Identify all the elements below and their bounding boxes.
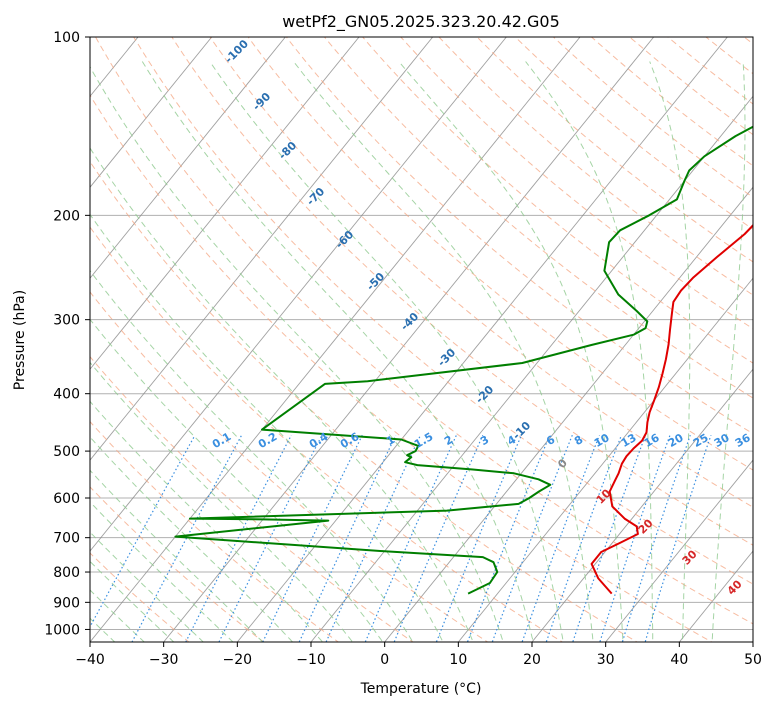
x-tick-label: −40 bbox=[75, 652, 105, 668]
dry-adiabat-line bbox=[590, 37, 753, 167]
dry-adiabat-line bbox=[476, 37, 753, 263]
mixing-ratio-line bbox=[599, 434, 671, 642]
moist-adiabat-line bbox=[209, 61, 564, 642]
isotherm-line bbox=[90, 37, 434, 461]
moist-adiabat-line bbox=[525, 61, 654, 642]
moist-adiabat-line bbox=[649, 61, 691, 642]
isotherm-line bbox=[90, 37, 507, 552]
x-axis-label: Temperature (°C) bbox=[360, 681, 482, 697]
moist-adiabat-line bbox=[90, 560, 175, 642]
x-tick-label: 10 bbox=[449, 652, 467, 668]
dry-adiabat-line bbox=[171, 37, 753, 546]
mixing-ratio-line bbox=[298, 434, 397, 642]
isotherm-line bbox=[310, 95, 753, 642]
dry-adiabat-line bbox=[323, 37, 753, 399]
chart-title: wetPf2_GN05.2025.323.20.42.G05 bbox=[282, 12, 560, 32]
moist-adiabat-line bbox=[398, 61, 624, 642]
dry-adiabat-line bbox=[514, 37, 753, 230]
dry-adiabat-line bbox=[133, 37, 753, 585]
dry-adiabat-line bbox=[628, 37, 753, 136]
mixing-ratio-line bbox=[644, 435, 712, 642]
mixing-ratio-line bbox=[572, 434, 647, 642]
dry-adiabat-line bbox=[285, 37, 753, 435]
moist-adiabat-line bbox=[711, 61, 746, 642]
y-tick-label: 300 bbox=[53, 313, 80, 329]
mixing-ratio-line bbox=[185, 434, 292, 642]
x-tick-label: 20 bbox=[523, 652, 541, 668]
temperature-profile-line bbox=[590, 223, 753, 595]
isotherm-line bbox=[605, 459, 753, 642]
moist-adiabat-line bbox=[90, 589, 145, 642]
dry-adiabat-line bbox=[90, 291, 489, 642]
dry-adiabat-line bbox=[90, 420, 340, 642]
x-tick-label: −30 bbox=[149, 652, 179, 668]
y-axis-label: Pressure (hPa) bbox=[12, 290, 28, 390]
y-tick-label: 700 bbox=[53, 531, 80, 547]
y-tick-label: 500 bbox=[53, 444, 80, 460]
mixing-ratio-line bbox=[325, 434, 422, 642]
y-tick-label: 400 bbox=[53, 387, 80, 403]
moist-adiabat-line bbox=[90, 147, 474, 642]
y-axis: 100 200 300 400 500 600 700 800 900 1000 bbox=[44, 30, 90, 638]
dry-adiabat-line bbox=[209, 37, 753, 508]
isotherm-line bbox=[90, 37, 360, 370]
moist-adiabat-line bbox=[141, 61, 534, 642]
mixing-ratio-line bbox=[364, 434, 457, 642]
mixing-ratio-line bbox=[131, 434, 243, 642]
mixing-ratio-line bbox=[90, 434, 196, 629]
x-tick-label: −10 bbox=[296, 652, 326, 668]
mixing-ratio-line bbox=[435, 434, 522, 642]
isotherm-line bbox=[531, 368, 753, 642]
moist-adiabat-line bbox=[90, 361, 354, 642]
x-axis: −40 −30 −20 −10 0 10 20 30 40 50 bbox=[75, 642, 762, 668]
y-tick-label: 800 bbox=[53, 565, 80, 581]
y-tick-label: 200 bbox=[53, 208, 80, 224]
isotherm-line bbox=[457, 277, 753, 642]
isotherm-line bbox=[384, 186, 753, 642]
mixing-ratio-line bbox=[218, 434, 323, 642]
moist-adiabat-line bbox=[90, 213, 444, 642]
x-tick-label: 0 bbox=[380, 652, 389, 668]
dry-adiabat-line bbox=[94, 37, 753, 625]
isotherm-line bbox=[236, 37, 728, 642]
series-layer bbox=[174, 125, 753, 595]
dry-adiabat-line bbox=[552, 37, 753, 198]
moist-adiabat-line bbox=[90, 65, 504, 642]
dry-adiabat-line bbox=[90, 486, 265, 642]
isotherm-line bbox=[90, 37, 213, 188]
dry-adiabat-line bbox=[247, 37, 753, 471]
y-tick-label: 1000 bbox=[44, 622, 80, 638]
y-tick-label: 600 bbox=[53, 491, 80, 507]
isotherm-line bbox=[90, 37, 286, 279]
moist-adiabat-line bbox=[90, 501, 234, 642]
mixing-ratio-line bbox=[393, 434, 484, 642]
x-tick-label: 30 bbox=[597, 652, 615, 668]
mixing-ratio-line bbox=[262, 434, 363, 642]
plot-frame bbox=[89, 36, 754, 643]
x-tick-label: −20 bbox=[223, 652, 253, 668]
moist-adiabat-line bbox=[90, 531, 204, 642]
x-tick-label: 40 bbox=[670, 652, 688, 668]
y-tick-label: 900 bbox=[53, 595, 80, 611]
moist-adiabat-line bbox=[90, 400, 324, 642]
dry-adiabat-line bbox=[90, 94, 713, 642]
dewpoint-profile-line bbox=[174, 125, 753, 595]
isotherm-line bbox=[90, 37, 581, 642]
moist-adiabat-line bbox=[90, 318, 384, 642]
x-tick-label: 50 bbox=[744, 652, 762, 668]
y-tick-label: 100 bbox=[53, 30, 80, 46]
moist-adiabat-line bbox=[90, 269, 414, 642]
dry-adiabat-line bbox=[90, 226, 564, 642]
mixing-ratio-line bbox=[621, 435, 691, 642]
moist-adiabat-line bbox=[293, 61, 594, 642]
